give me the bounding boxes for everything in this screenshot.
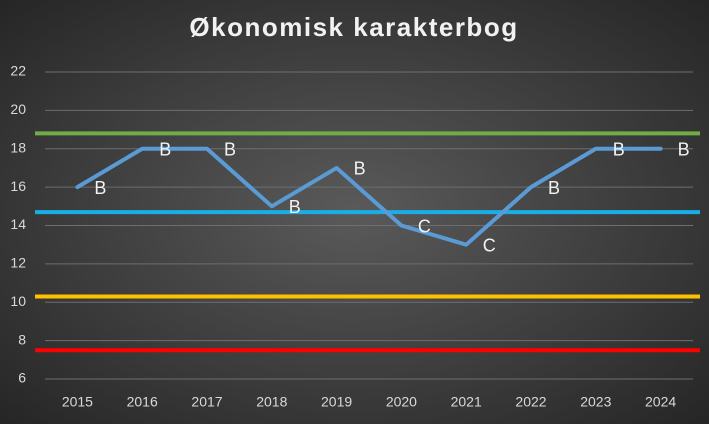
y-tick-label: 8 bbox=[18, 331, 26, 347]
value-label: B bbox=[354, 159, 366, 179]
value-label: B bbox=[224, 140, 236, 160]
x-tick-label: 2016 bbox=[127, 394, 158, 410]
value-label: B bbox=[94, 178, 106, 198]
x-tick-label: 2019 bbox=[321, 394, 352, 410]
x-tick-label: 2020 bbox=[386, 394, 417, 410]
value-label: B bbox=[548, 178, 560, 198]
x-tick-label: 2022 bbox=[515, 394, 546, 410]
data-line bbox=[75, 146, 663, 247]
value-label: B bbox=[613, 140, 625, 160]
y-tick-label: 10 bbox=[10, 293, 26, 309]
y-tick-label: 12 bbox=[10, 255, 26, 271]
x-tick-label: 2024 bbox=[645, 394, 676, 410]
y-tick-label: 6 bbox=[18, 370, 26, 386]
value-label: B bbox=[289, 197, 301, 217]
value-label: B bbox=[678, 140, 690, 160]
y-tick-label: 20 bbox=[10, 101, 26, 117]
chart-title: Økonomisk karakterbog bbox=[189, 12, 518, 42]
value-label: B bbox=[159, 140, 171, 160]
value-label: C bbox=[483, 235, 496, 255]
y-tick-label: 16 bbox=[10, 178, 26, 194]
value-label: C bbox=[418, 216, 431, 236]
x-tick-label: 2023 bbox=[580, 394, 611, 410]
x-tick-label: 2018 bbox=[256, 394, 287, 410]
y-tick-label: 14 bbox=[10, 216, 26, 232]
x-tick-label: 2021 bbox=[451, 394, 482, 410]
x-tick-label: 2015 bbox=[62, 394, 93, 410]
y-tick-label: 22 bbox=[10, 63, 26, 79]
y-tick-label: 18 bbox=[10, 139, 26, 155]
x-tick-label: 2017 bbox=[191, 394, 222, 410]
